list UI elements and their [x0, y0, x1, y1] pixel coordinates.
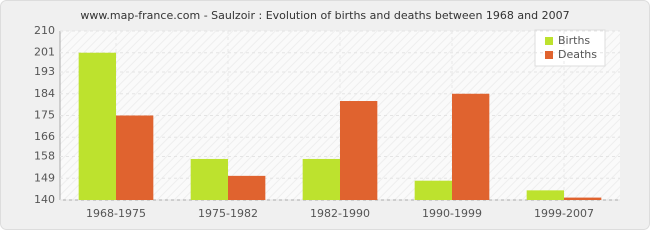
x-tick-label: 1990-1999 — [422, 207, 482, 220]
y-tick-label: 166 — [34, 130, 55, 143]
y-tick-label: 210 — [34, 24, 55, 37]
bar — [190, 158, 228, 200]
bar — [526, 190, 564, 200]
legend-swatch — [545, 37, 553, 45]
y-tick-label: 201 — [34, 46, 55, 59]
chart-title: www.map-france.com - Saulzoir : Evolutio… — [80, 9, 569, 22]
bar — [228, 175, 266, 200]
y-tick-label: 193 — [34, 65, 55, 78]
bar — [564, 197, 602, 200]
bar — [116, 115, 154, 200]
y-tick-label: 140 — [34, 193, 55, 206]
legend — [534, 29, 606, 67]
y-tick-label: 149 — [34, 171, 55, 184]
bar — [414, 180, 452, 200]
x-tick-label: 1982-1990 — [310, 207, 370, 220]
legend-label: Births — [558, 34, 590, 47]
y-tick-label: 158 — [34, 150, 55, 163]
x-tick-label: 1968-1975 — [86, 207, 146, 220]
y-tick-label: 175 — [34, 109, 55, 122]
bar — [452, 93, 490, 200]
bar — [302, 158, 340, 200]
x-tick-label: 1975-1982 — [198, 207, 258, 220]
legend-swatch — [545, 51, 553, 59]
legend-label: Deaths — [558, 48, 597, 61]
chart: www.map-france.com - Saulzoir : Evolutio… — [0, 0, 650, 230]
x-tick-label: 1999-2007 — [534, 207, 594, 220]
bar — [340, 101, 378, 200]
bar — [78, 52, 116, 200]
y-tick-label: 184 — [34, 87, 55, 100]
